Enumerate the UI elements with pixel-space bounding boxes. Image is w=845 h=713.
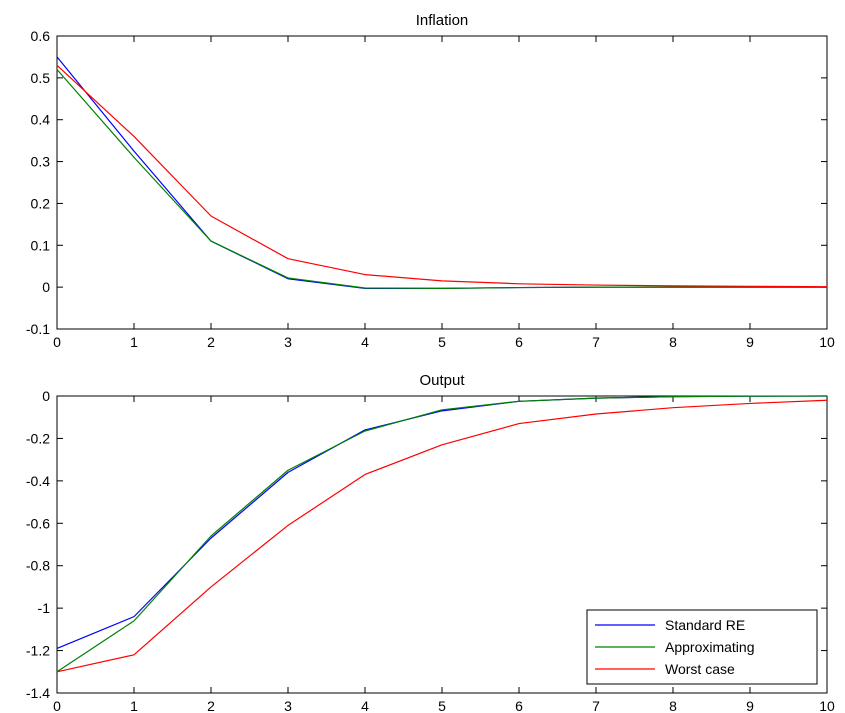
y-tick-label: 0.1 <box>31 237 51 253</box>
y-tick-label: -0.2 <box>26 430 50 446</box>
y-tick-label: 0.4 <box>31 112 51 128</box>
y-tick-label: 0.3 <box>31 154 51 170</box>
x-tick-label: 3 <box>284 698 292 713</box>
x-tick-label: 0 <box>53 698 61 713</box>
y-tick-label: -0.8 <box>26 558 50 574</box>
legend-label-standard-re: Standard RE <box>665 617 745 633</box>
x-tick-label: 9 <box>746 334 754 350</box>
y-tick-label: -1 <box>38 600 51 616</box>
y-tick-label: 0.5 <box>31 70 51 86</box>
x-tick-label: 1 <box>130 698 138 713</box>
x-tick-label: 2 <box>207 698 215 713</box>
output-chart: Output 0 1 2 3 4 5 6 7 8 9 10 -1.4 -1.2 -1 -0.8 -0.6 -0.4… <box>26 372 835 713</box>
y-tick-label: -1.4 <box>26 685 50 701</box>
x-tick-label: 9 <box>746 698 754 713</box>
x-tick-label: 0 <box>53 334 61 350</box>
series-line-approximating <box>56 395 828 673</box>
series-line-series-2 <box>56 64 828 288</box>
y-tick-label: -0.1 <box>26 321 50 337</box>
legend-label-worst-case: Worst case <box>665 661 735 677</box>
y-tick-label: -0.6 <box>26 515 50 531</box>
y-tick-label: -1.2 <box>26 643 50 659</box>
series-line-worst-case <box>56 399 828 673</box>
plot-area <box>56 35 828 330</box>
y-tick-label: 0 <box>42 388 50 404</box>
y-tick-label: 0.6 <box>31 28 51 44</box>
x-tick-label: 7 <box>592 698 600 713</box>
y-tick-label: 0 <box>42 279 50 295</box>
x-tick-label: 1 <box>130 334 138 350</box>
legend: Standard RE Approximating Worst case <box>586 609 818 685</box>
x-tick-label: 7 <box>592 334 600 350</box>
x-tick-label: 8 <box>669 334 677 350</box>
y-tick-label: -0.4 <box>26 473 50 489</box>
y-tick-label: 0.2 <box>31 195 51 211</box>
chart-title: Output <box>419 372 465 389</box>
x-tick-label: 4 <box>361 698 369 713</box>
x-tick-label: 3 <box>284 334 292 350</box>
x-tick-label: 6 <box>515 334 523 350</box>
x-tick-label: 10 <box>819 698 835 713</box>
legend-label-approximating: Approximating <box>665 639 755 655</box>
x-tick-label: 2 <box>207 334 215 350</box>
x-tick-label: 10 <box>819 334 835 350</box>
x-tick-label: 5 <box>438 334 446 350</box>
chart-title: Inflation <box>416 12 469 29</box>
x-tick-label: 8 <box>669 698 677 713</box>
x-tick-label: 4 <box>361 334 369 350</box>
x-tick-label: 6 <box>515 698 523 713</box>
x-tick-label: 5 <box>438 698 446 713</box>
series-line-series-1 <box>56 69 827 289</box>
